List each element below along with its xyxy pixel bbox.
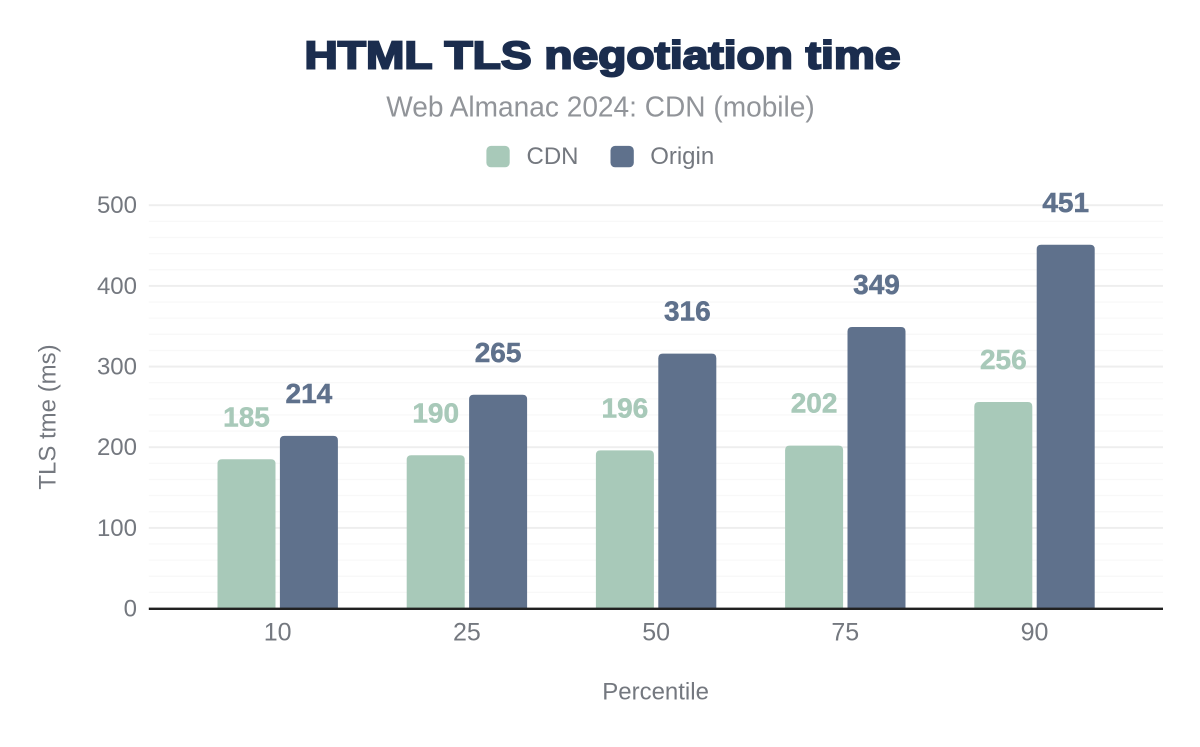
svg-text:25: 25 (453, 619, 481, 647)
svg-text:Percentile: Percentile (602, 679, 709, 706)
svg-text:316: 316 (664, 296, 711, 327)
svg-text:349: 349 (853, 269, 900, 300)
svg-text:75: 75 (831, 619, 859, 647)
svg-text:451: 451 (1042, 187, 1089, 218)
svg-text:0: 0 (124, 596, 137, 623)
svg-text:CDN: CDN (527, 143, 579, 170)
svg-text:200: 200 (97, 434, 137, 461)
svg-text:190: 190 (412, 397, 459, 428)
svg-text:Web Almanac 2024: CDN (mobile): Web Almanac 2024: CDN (mobile) (386, 92, 815, 124)
svg-text:265: 265 (475, 337, 522, 368)
svg-text:10: 10 (264, 619, 292, 647)
svg-text:300: 300 (97, 354, 137, 381)
svg-text:214: 214 (286, 378, 333, 409)
svg-text:202: 202 (791, 388, 838, 419)
svg-text:500: 500 (97, 192, 137, 219)
svg-text:100: 100 (97, 515, 137, 542)
svg-text:50: 50 (642, 619, 670, 647)
svg-text:HTML TLS negotiation time: HTML TLS negotiation time (305, 35, 901, 78)
svg-text:185: 185 (223, 401, 270, 432)
svg-text:Origin: Origin (650, 143, 714, 170)
svg-text:TLS tme (ms): TLS tme (ms) (34, 344, 61, 489)
svg-text:256: 256 (980, 344, 1027, 375)
svg-text:196: 196 (602, 392, 649, 423)
svg-text:90: 90 (1021, 619, 1049, 647)
svg-text:400: 400 (97, 273, 137, 300)
